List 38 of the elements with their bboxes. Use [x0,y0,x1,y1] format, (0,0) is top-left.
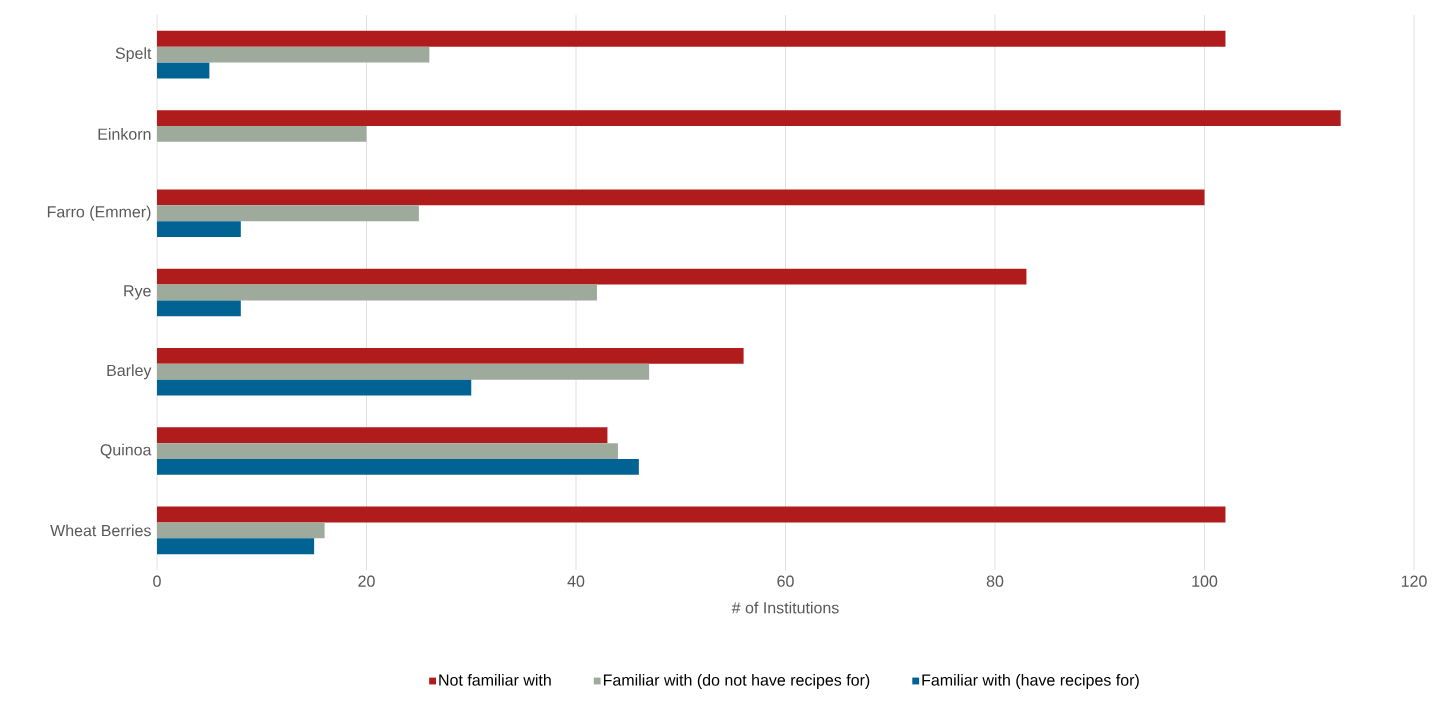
x-tick-label: 20 [358,575,375,587]
legend-label: Not familiar with [439,674,551,686]
bar [157,506,1226,523]
x-tick-label: 120 [1401,575,1427,587]
x-tick-label: 40 [567,575,585,587]
legend-label: Familiar with (do not have recipes for) [603,674,870,689]
bar [157,62,210,79]
bar [157,189,1205,206]
bar [157,348,744,364]
bar [157,363,650,380]
y-tick-label: Quinoa [100,443,152,459]
y-tick-label: Einkorn [98,128,151,140]
y-tick-label: Spelt [115,47,152,63]
bar [157,221,241,238]
y-tick-label: Farro (Emmer) [47,205,151,221]
x-axis-title: # of Institutions [731,601,839,614]
x-tick-label: 60 [777,575,794,587]
bar [157,459,639,475]
bar [157,205,419,222]
bar [157,300,241,317]
bar [157,427,608,444]
bar [157,443,618,460]
legend-label: Familiar with (have recipes for) [922,674,1139,689]
y-tick-label: Wheat Berries [50,524,151,537]
y-tick-label: Rye [124,285,151,300]
x-tick-label: 80 [986,575,1004,587]
bar [157,46,430,63]
bar [157,379,472,396]
x-tick-label: 0 [153,575,161,587]
bar [157,284,597,301]
bar [157,126,367,142]
bar [157,110,1341,127]
bar [157,30,1226,47]
bar [157,538,315,555]
x-tick-label: 100 [1192,575,1218,587]
y-tick-label: Barley [107,364,152,380]
bar [157,522,325,539]
bar [157,268,1027,285]
